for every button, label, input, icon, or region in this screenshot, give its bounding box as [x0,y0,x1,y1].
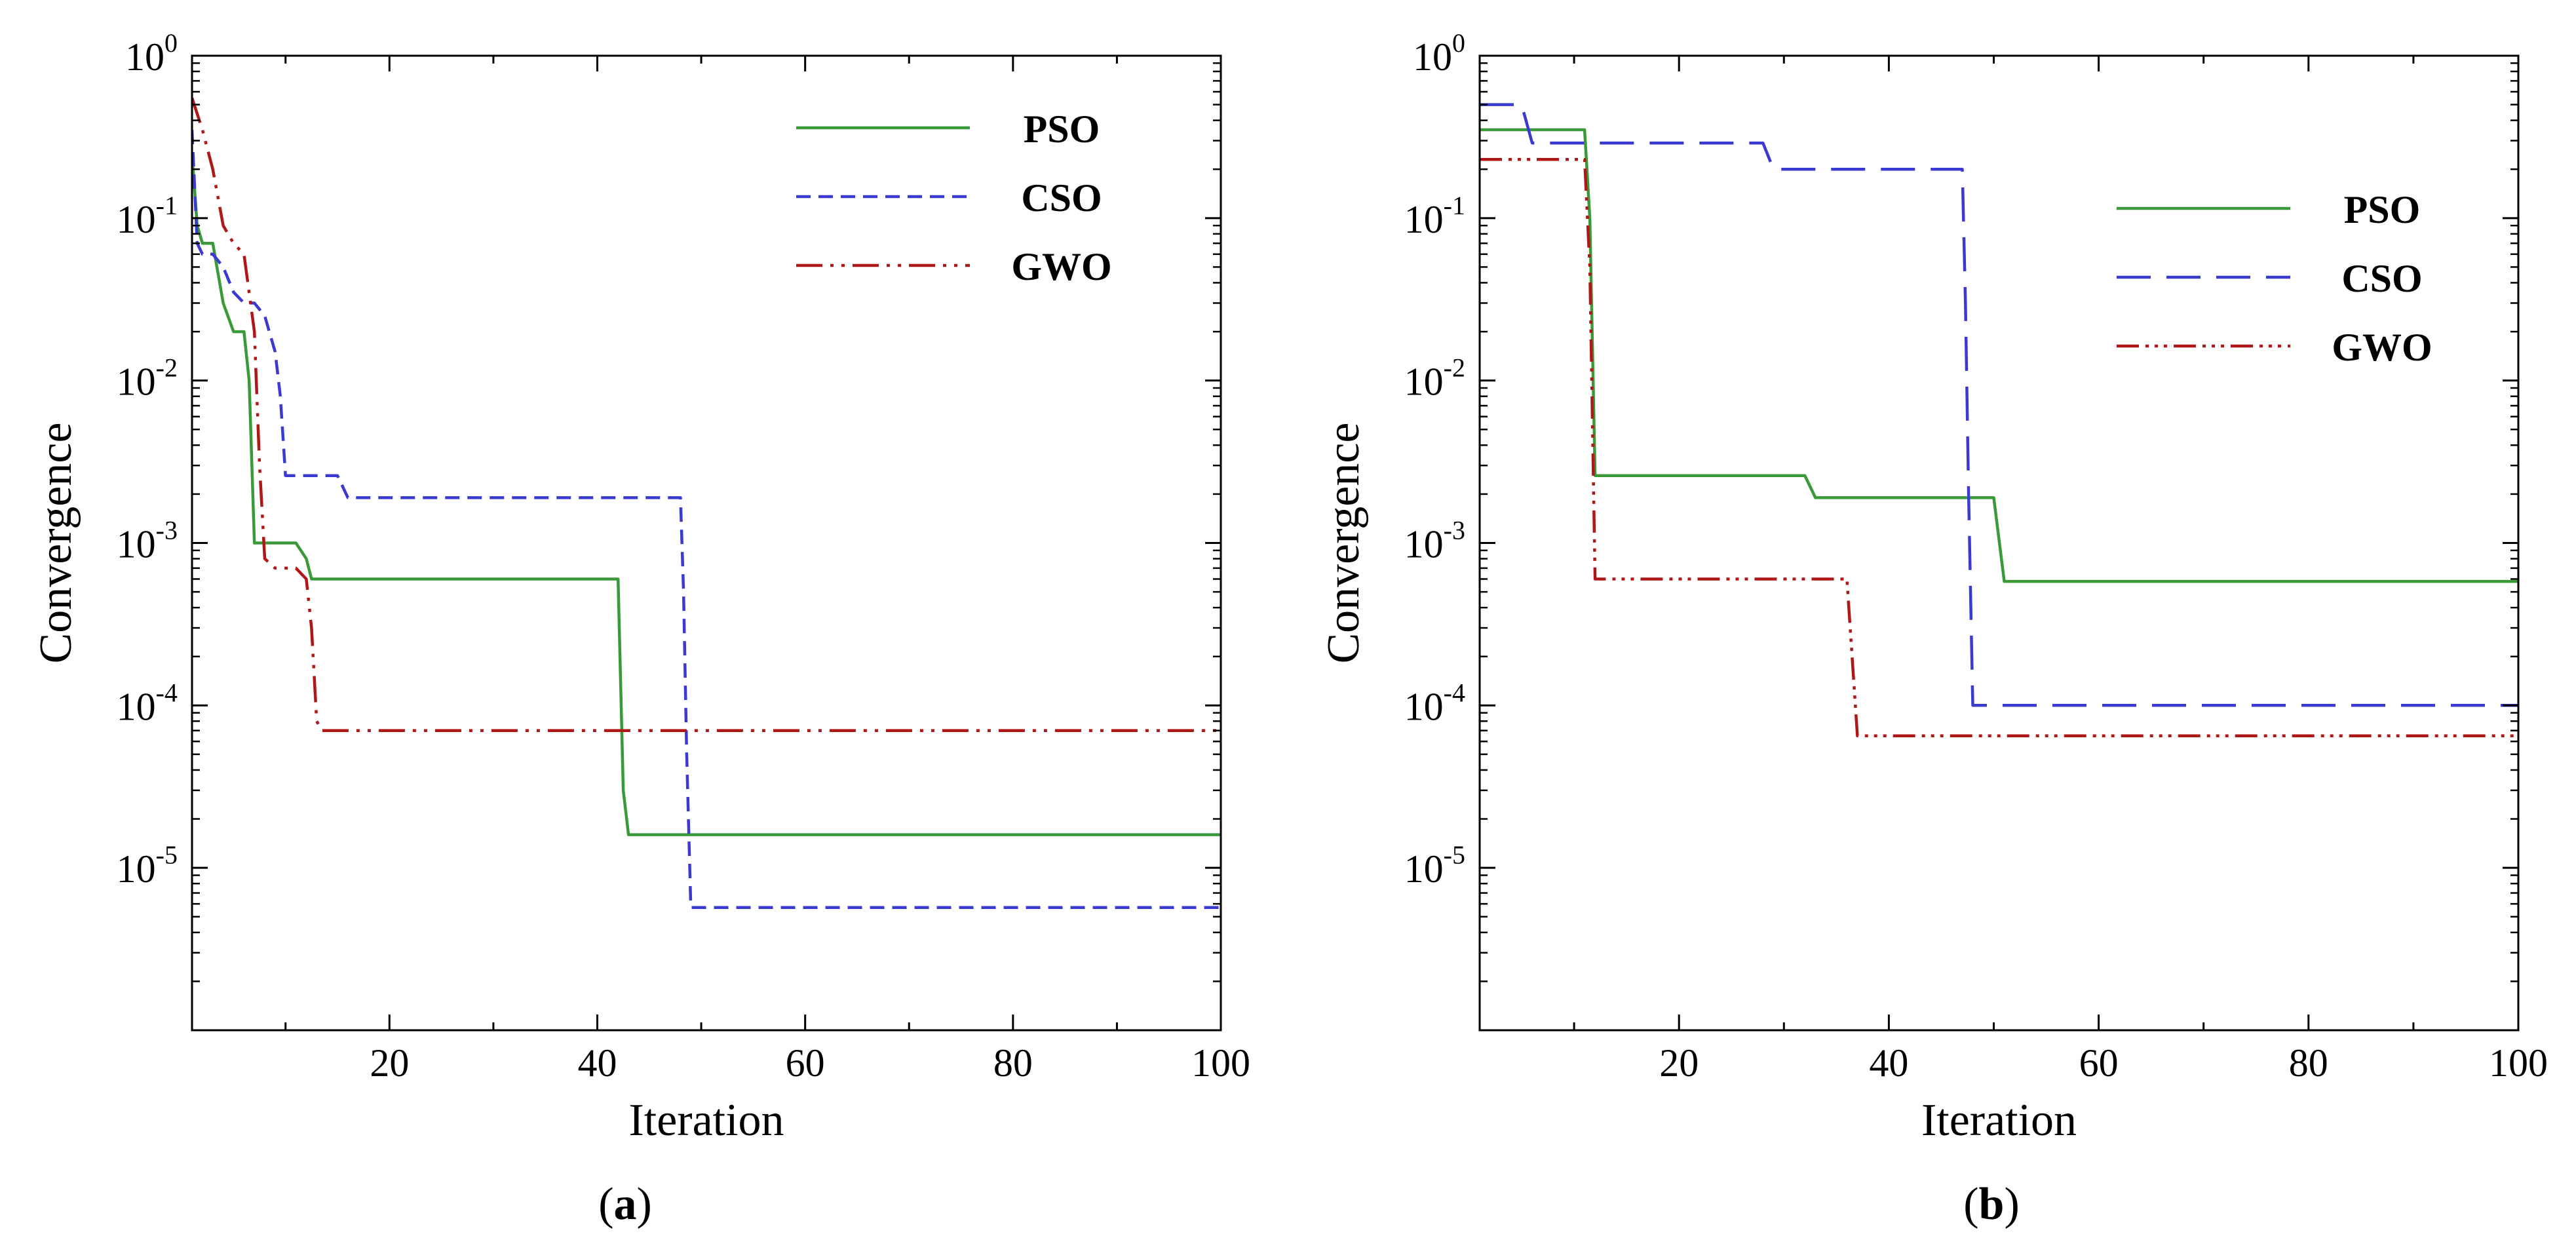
x-axis-label: Iteration [628,1095,784,1146]
series-group [1480,103,2518,737]
y-tick-label: 100 [125,28,178,79]
x-tick-label: 20 [370,1041,409,1085]
x-tick-label: 40 [1869,1041,1908,1085]
y-axis-label: Convergence [1318,422,1369,663]
x-tick-label: 100 [1191,1041,1250,1085]
chart-panel-b: 100 10-1 10-2 10-3 10-4 10-5 20 40 60 80 100 Iterat… [1318,28,2548,1229]
x-tick-label: 40 [577,1041,617,1085]
x-tick-label: 100 [2489,1041,2548,1085]
y-tick-label: 10-5 [1404,840,1465,891]
y-axis-label: Convergence [31,422,81,663]
panel-caption: (b) [1963,1179,2020,1229]
series-group [192,97,1221,909]
series-line-pso [192,153,1221,836]
legend-label-gwo: GWO [2332,326,2432,369]
x-axis-label: Iteration [1921,1095,2077,1146]
legend-label-gwo: GWO [1011,245,1111,288]
series-line-cso [192,129,1221,909]
x-tick-label: 60 [2079,1041,2119,1085]
y-tick-label: 10-3 [1404,516,1465,566]
series-line-gwo [1480,157,2518,737]
legend-label-pso: PSO [1024,107,1100,151]
x-tick-label: 20 [1659,1041,1699,1085]
y-tick-label: 10-3 [117,516,178,566]
x-tick-label: 80 [2289,1041,2328,1085]
y-tick-label: 10-4 [1404,678,1465,728]
y-tick-label: 10-1 [1404,191,1465,241]
y-tick-label: 10-2 [1404,353,1465,404]
chart-panel-a: 100 10-1 10-2 10-3 10-4 10-5 20 40 60 80 100 Iterat… [31,28,1250,1229]
legend-label-pso: PSO [2344,188,2421,231]
series-line-cso [1480,103,2518,707]
y-tick-label: 10-4 [117,678,178,728]
y-tick-label: 10-5 [117,840,178,891]
panel-caption: (a) [598,1179,652,1229]
series-line-pso [1480,128,2518,583]
x-tick-label: 80 [993,1041,1033,1085]
y-tick-label: 10-1 [117,191,178,241]
legend-label-cso: CSO [2341,257,2422,300]
y-tick-label: 10-2 [117,353,178,404]
legend-label-cso: CSO [1021,176,1102,220]
series-line-gwo [192,97,1221,732]
y-tick-label: 100 [1413,28,1465,79]
x-tick-label: 60 [786,1041,825,1085]
